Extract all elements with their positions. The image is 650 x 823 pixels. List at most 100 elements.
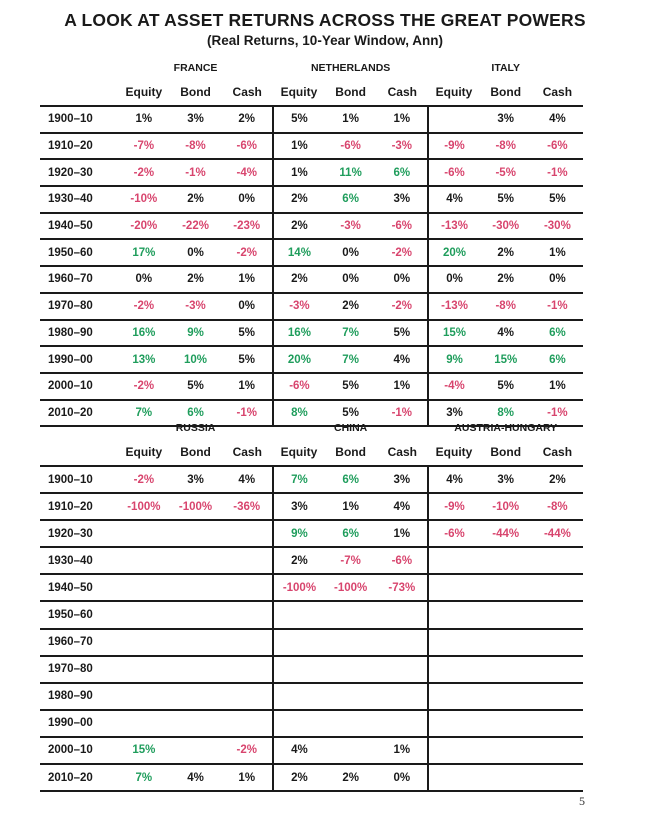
asset-header: Bond [335, 85, 366, 99]
return-cell [325, 737, 377, 764]
return-cell: 13% [132, 353, 156, 366]
table-row: 2010–20 7% 4% 1% 2% 2% 0% [40, 764, 584, 792]
return-cell [170, 683, 222, 710]
return-cell: 7% [135, 406, 153, 419]
asset-header: Cash [232, 85, 262, 99]
return-cell: 1% [238, 771, 256, 784]
return-cell: -4% [427, 372, 480, 400]
return-cell: 2% [272, 764, 325, 792]
return-cell: 3% [427, 399, 480, 427]
return-cell: 0% [135, 273, 153, 286]
return-cell: 4% [272, 736, 325, 765]
table-row: 1910–20 -7% -8% -6% 1% -6% -3% -9% -8% -6% [40, 132, 584, 160]
return-cell [118, 520, 170, 547]
return-cell: 3% [393, 193, 411, 206]
return-cell [170, 656, 222, 683]
return-cell [170, 601, 222, 628]
asset-header: Bond [335, 445, 366, 459]
table-row: 2000–10 -2% 5% 1% -6% 5% 1% -4% 5% 1% [40, 372, 584, 400]
return-cell: 2% [238, 113, 256, 126]
return-cell: 4% [393, 353, 411, 366]
return-cell: 5% [549, 193, 566, 206]
return-cell: -9% [427, 493, 480, 521]
return-cell: 5% [238, 353, 256, 366]
return-cell: 6% [342, 193, 359, 206]
return-cell: -13% [427, 212, 480, 240]
return-cell: 2% [549, 473, 566, 486]
return-cell: 5% [497, 380, 515, 393]
return-cell: 8% [272, 399, 325, 427]
return-cell: 15% [494, 353, 518, 366]
return-cell: -2% [391, 300, 413, 313]
return-cell [427, 655, 480, 683]
period-label: 2000–10 [48, 744, 93, 757]
return-cell [532, 629, 584, 656]
return-cell: 2% [342, 771, 359, 784]
return-cell [376, 656, 428, 683]
table-row: 1960–70 [40, 628, 584, 656]
period-label: 2010–20 [48, 771, 93, 784]
return-cell [427, 736, 480, 765]
return-cell [480, 683, 532, 710]
return-cell: 1% [272, 132, 325, 160]
return-cell [221, 683, 273, 710]
return-cell: 7% [342, 326, 359, 339]
table-row: 1950–60 17% 0% -2% 14% 0% -2% 20% 2% 1% [40, 239, 584, 267]
table-row: 1930–40 -10% 2% 0% 2% 6% 3% 4% 5% 5% [40, 186, 584, 213]
return-cell: 5% [238, 326, 256, 339]
return-cell: -6% [236, 140, 257, 153]
return-cell: -8% [547, 500, 568, 513]
return-cell [221, 710, 273, 737]
return-cell: -3% [391, 140, 413, 153]
return-cell: 0% [238, 300, 256, 313]
return-cell: 1% [393, 113, 411, 126]
return-cell: 5% [272, 106, 325, 133]
return-cell: -6% [391, 554, 413, 567]
return-cell: 0% [393, 771, 411, 784]
return-cell: 5% [342, 380, 359, 393]
country-header: CHINA [334, 422, 368, 434]
return-cell: 1% [342, 500, 359, 513]
return-cell: 1% [238, 380, 256, 393]
return-cell: 3% [187, 473, 204, 486]
table-row: 1970–80 [40, 655, 584, 683]
return-cell: -2% [133, 300, 155, 313]
table-row: 1900–10 1% 3% 2% 5% 1% 1% 3% 4% [40, 106, 584, 133]
asset-header: Cash [232, 445, 262, 459]
table-row: 1980–90 16% 9% 5% 16% 7% 5% 15% 4% 6% [40, 319, 584, 347]
country-header: AUSTRIA-HUNGARY [454, 422, 558, 434]
return-cell: -8% [495, 140, 516, 153]
return-cell [272, 682, 325, 710]
return-cell: 1% [272, 159, 325, 187]
asset-header: Bond [490, 85, 522, 99]
return-cell: -100% [272, 574, 325, 602]
return-cell [118, 574, 170, 601]
return-cell: -10% [492, 500, 520, 513]
period-label: 1970–80 [48, 300, 93, 313]
period-label: 1910–20 [48, 500, 93, 513]
return-cell [325, 629, 377, 656]
return-cell [221, 547, 273, 574]
period-label: 1970–80 [48, 663, 93, 676]
return-cell: 1% [393, 527, 411, 540]
table-row: 1990–00 [40, 709, 584, 737]
table-row: 1940–50 -100% -100% -73% [40, 574, 584, 602]
return-cell: 6% [342, 527, 359, 540]
returns-table-2: RUSSIA CHINA AUSTRIA-HUNGARY Equity Bond Cash… [40, 417, 584, 792]
return-cell [170, 574, 222, 601]
return-cell: 2% [187, 193, 204, 206]
return-cell [118, 683, 170, 710]
table-row: 1950–60 [40, 601, 584, 629]
period-label: 1930–40 [48, 193, 93, 206]
return-cell: 1% [238, 273, 256, 286]
corner-cell [40, 79, 118, 106]
return-cell: -1% [185, 166, 206, 179]
return-cell: 4% [549, 113, 566, 126]
return-cell [118, 710, 170, 737]
period-label: 1990–00 [48, 717, 93, 730]
return-cell: -7% [133, 140, 155, 153]
return-cell: 4% [238, 473, 256, 486]
return-cell [325, 601, 377, 628]
return-cell [480, 629, 532, 656]
period-label: 1910–20 [48, 140, 93, 153]
